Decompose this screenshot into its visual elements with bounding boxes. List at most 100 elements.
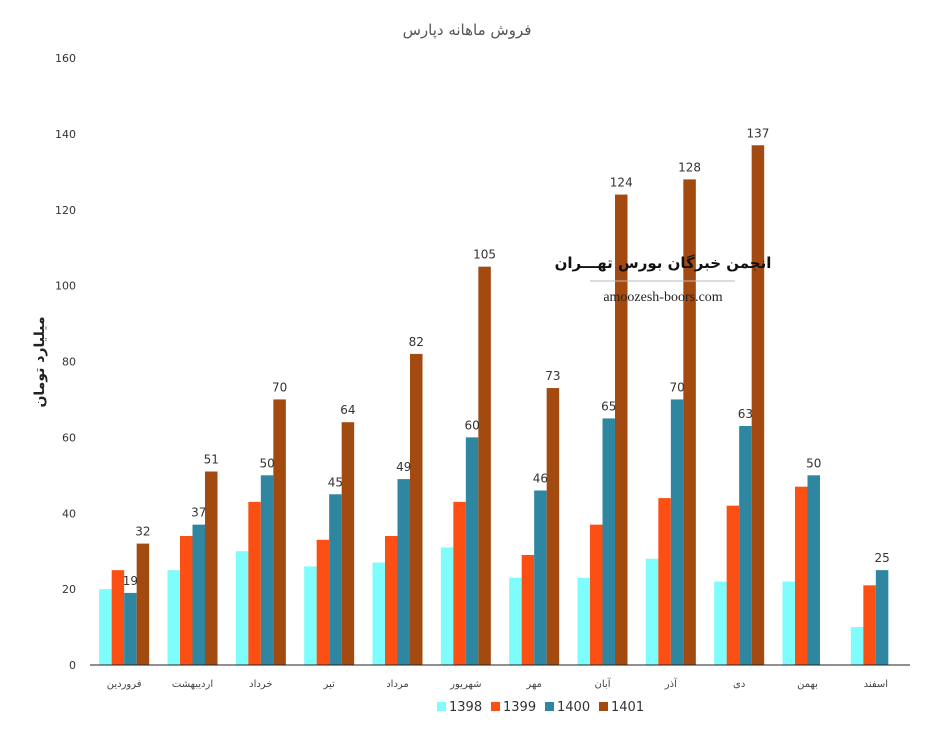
- x-tick-label: اردیبهشت: [172, 679, 213, 690]
- bar-1399: [180, 536, 193, 665]
- bar-1398: [372, 562, 385, 665]
- data-label: 50: [259, 456, 274, 470]
- bar-1399: [111, 570, 125, 665]
- bar-1400: [397, 479, 410, 665]
- bar-1400: [807, 475, 820, 665]
- data-label: 60: [464, 418, 479, 432]
- x-tick-label: آذر: [664, 677, 678, 690]
- bar-1398: [440, 547, 454, 665]
- bar-1398: [782, 581, 795, 665]
- legend-swatch: [491, 702, 500, 711]
- legend-swatch: [545, 702, 554, 711]
- bar-1398: [99, 589, 112, 665]
- data-label: 65: [601, 399, 616, 413]
- bar-1399: [863, 585, 876, 665]
- legend-label: 1399: [503, 700, 536, 715]
- bar-1398: [850, 627, 864, 665]
- bar-1399: [590, 524, 603, 665]
- data-labels-group: 19 32 37 51 50 70 45 64 49 82 60 105 46 73 65 124 70 128 6…: [123, 126, 890, 588]
- bar-1401: [410, 353, 423, 665]
- bar-1398: [509, 577, 522, 665]
- bar-1401: [546, 388, 560, 665]
- bar-1399: [453, 501, 466, 665]
- bar-1401: [751, 145, 765, 666]
- bar-1400: [534, 490, 547, 665]
- data-label: 70: [669, 380, 684, 394]
- bar-1401: [205, 471, 218, 665]
- x-tick-label: فروردین: [107, 679, 142, 690]
- bar-1399: [658, 498, 671, 665]
- x-tick-label: مهر: [525, 679, 541, 690]
- bar-1400: [602, 418, 615, 665]
- watermark-url: amoozesh-boors.com: [603, 290, 722, 305]
- data-label: 49: [396, 460, 411, 474]
- data-label: 128: [678, 160, 701, 174]
- data-label: 63: [738, 407, 753, 421]
- bar-1399: [248, 501, 261, 665]
- bar-1398: [577, 577, 590, 665]
- bar-1398: [304, 566, 317, 665]
- data-label: 124: [610, 176, 633, 190]
- bar-1400: [329, 494, 342, 665]
- y-tick-label: 0: [69, 659, 76, 672]
- bar-1399: [316, 539, 330, 665]
- bar-1399: [385, 536, 398, 665]
- x-tick-label: تیر: [323, 679, 336, 690]
- legend-label: 1401: [611, 700, 644, 715]
- y-tick-label: 80: [62, 356, 76, 369]
- chart-title: فروش ماهانه دپارس: [403, 21, 532, 40]
- bar-1398: [645, 558, 659, 665]
- legend: 1398 1399 1400 1401: [437, 700, 644, 715]
- legend-label: 1400: [557, 700, 590, 715]
- y-tick-label: 40: [62, 507, 76, 520]
- data-label: 70: [272, 380, 287, 394]
- y-tick-label: 160: [55, 52, 76, 65]
- bar-1398: [167, 570, 180, 665]
- bar-1399: [521, 554, 535, 665]
- x-tick-label: آبان: [595, 677, 612, 690]
- data-label: 50: [806, 456, 821, 470]
- bar-1399: [795, 486, 808, 665]
- legend-swatch: [599, 702, 608, 711]
- bar-1401: [478, 266, 491, 665]
- bar-1400: [670, 399, 684, 665]
- y-tick-label: 60: [62, 431, 76, 444]
- x-tick-label: مرداد: [386, 679, 409, 690]
- legend-label: 1398: [449, 700, 482, 715]
- data-label: 82: [409, 335, 424, 349]
- data-label: 51: [204, 453, 219, 467]
- data-label: 105: [473, 248, 496, 262]
- data-label: 19: [123, 574, 138, 588]
- x-tick-label: دی: [733, 679, 745, 690]
- bars-group: [99, 145, 889, 666]
- data-label: 45: [328, 475, 343, 489]
- bar-1400: [875, 570, 889, 665]
- y-tick-label: 120: [55, 204, 76, 217]
- y-axis-label: میلیارد تومان: [32, 316, 48, 407]
- bar-1400: [192, 524, 205, 665]
- watermark-title: انجمن خبرگان بورس تهـــران: [555, 254, 772, 272]
- bar-1400: [465, 437, 479, 665]
- x-tick-label: شهریور: [449, 679, 481, 690]
- data-label: 137: [746, 126, 769, 140]
- bar-1401: [683, 179, 696, 665]
- legend-swatch: [437, 702, 446, 711]
- y-tick-label: 20: [62, 583, 76, 596]
- x-tick-label: خرداد: [249, 679, 272, 690]
- bar-1401: [273, 399, 286, 665]
- data-label: 64: [340, 403, 355, 417]
- bar-1401: [341, 422, 355, 665]
- bar-1398: [235, 551, 249, 665]
- data-label: 25: [874, 551, 889, 565]
- bar-1401: [136, 543, 150, 665]
- category-labels: فروردین اردیبهشت خرداد تیر مرداد شهریور مهر آبا…: [107, 677, 888, 690]
- watermark: انجمن خبرگان بورس تهـــران amoozesh-boor…: [555, 254, 772, 305]
- y-tick-label: 140: [55, 128, 76, 141]
- data-label: 46: [533, 471, 548, 485]
- bar-1398: [714, 581, 727, 665]
- data-label: 32: [135, 525, 150, 539]
- bar-1400: [260, 475, 274, 665]
- x-tick-label: اسفند: [864, 679, 888, 690]
